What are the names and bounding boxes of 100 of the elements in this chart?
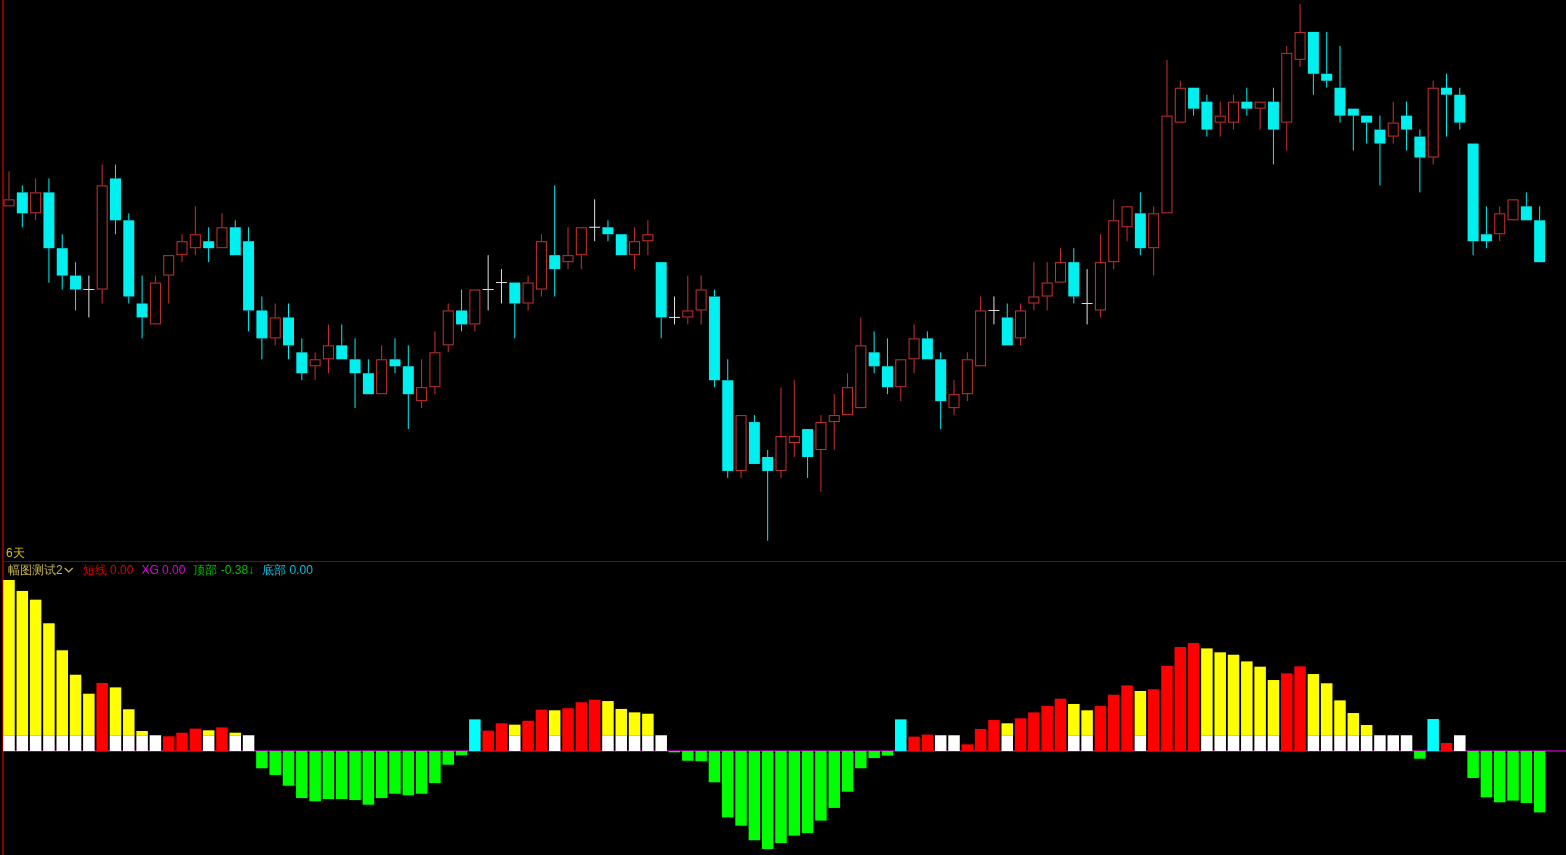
bar [83, 693, 95, 736]
bar [548, 710, 561, 736]
bar [1400, 735, 1413, 751]
candlestick [495, 268, 507, 304]
candlestick [83, 275, 95, 318]
bar [761, 751, 774, 849]
bar [881, 751, 894, 756]
candlestick [602, 219, 614, 242]
bar [628, 735, 641, 751]
text: 幅图测试2 [8, 563, 63, 577]
candlestick [1214, 101, 1226, 138]
candlestick [296, 337, 308, 381]
candlestick [549, 184, 561, 297]
bar [988, 720, 1000, 751]
candlestick [1387, 101, 1399, 145]
candlestick [935, 351, 947, 430]
bar [1493, 751, 1506, 803]
bar [615, 708, 628, 736]
bar [801, 751, 814, 834]
candlestick [708, 289, 720, 388]
bar [974, 728, 987, 751]
candlestick [695, 275, 707, 325]
bar [1161, 666, 1173, 751]
candlestick [1228, 94, 1240, 131]
bar [69, 674, 82, 736]
candlestick [43, 177, 55, 284]
bar [522, 720, 534, 751]
bar [1440, 742, 1453, 751]
bar [229, 735, 242, 751]
bar [189, 728, 202, 751]
candlestick [1134, 191, 1146, 256]
bar [455, 751, 468, 756]
candlestick [416, 358, 428, 409]
candlestick [189, 205, 201, 256]
candlestick [988, 296, 1000, 325]
bar [575, 702, 588, 751]
candlestick [322, 323, 334, 374]
candlestick [1241, 87, 1253, 117]
candlestick [309, 351, 321, 381]
bar [109, 687, 122, 736]
candlestick [522, 275, 534, 311]
candlestick [203, 226, 215, 263]
bar [109, 735, 122, 751]
candlestick [30, 177, 42, 221]
bar [1307, 674, 1320, 736]
bar [1174, 647, 1187, 751]
candlestick [1321, 31, 1333, 89]
bar [389, 751, 401, 794]
candlestick [456, 289, 468, 332]
bar [615, 735, 628, 751]
candlestick [562, 226, 574, 270]
candlestick [243, 226, 255, 332]
bar [469, 719, 481, 751]
bar [3, 580, 15, 736]
candlestick [16, 184, 28, 228]
bar [149, 735, 162, 751]
candlestick [788, 379, 800, 458]
candlestick [908, 323, 920, 374]
candlestick [349, 337, 361, 409]
candlestick [1148, 205, 1160, 277]
bar [1134, 735, 1147, 751]
candlestick [775, 386, 787, 479]
candlestick [442, 302, 454, 353]
candlestick [948, 379, 960, 416]
candlestick [961, 351, 973, 402]
bar [282, 751, 295, 786]
bar [1334, 700, 1346, 736]
bar [202, 730, 215, 736]
candlestick [402, 344, 414, 430]
bar [1054, 698, 1067, 751]
candlestick [389, 337, 401, 374]
bar [415, 751, 428, 794]
bar [375, 751, 388, 799]
bar [1121, 685, 1133, 751]
text: 顶部 -0.38↓ [193, 563, 255, 577]
candlestick [1414, 129, 1426, 193]
candlestick [96, 163, 108, 304]
bar [1480, 751, 1493, 798]
bar [495, 723, 508, 751]
text: 底部 0.00 [262, 563, 314, 577]
candlestick [1294, 3, 1306, 68]
bar [96, 682, 108, 751]
candlestick [868, 330, 880, 374]
candlestick [1108, 198, 1120, 270]
bar [1467, 751, 1479, 779]
bar [961, 744, 974, 751]
bar [322, 751, 335, 800]
candlestick [1041, 261, 1053, 311]
bar [1187, 642, 1200, 751]
bar [1334, 735, 1346, 751]
bar [735, 751, 747, 826]
candlestick [1081, 268, 1093, 325]
candlestick [1374, 115, 1386, 186]
candlestick [1094, 233, 1106, 318]
bar [1107, 694, 1120, 751]
candlestick [70, 261, 82, 311]
bar [1267, 680, 1280, 736]
bar [602, 735, 614, 751]
candlestick [1267, 87, 1279, 165]
text: 6天 [6, 546, 25, 560]
